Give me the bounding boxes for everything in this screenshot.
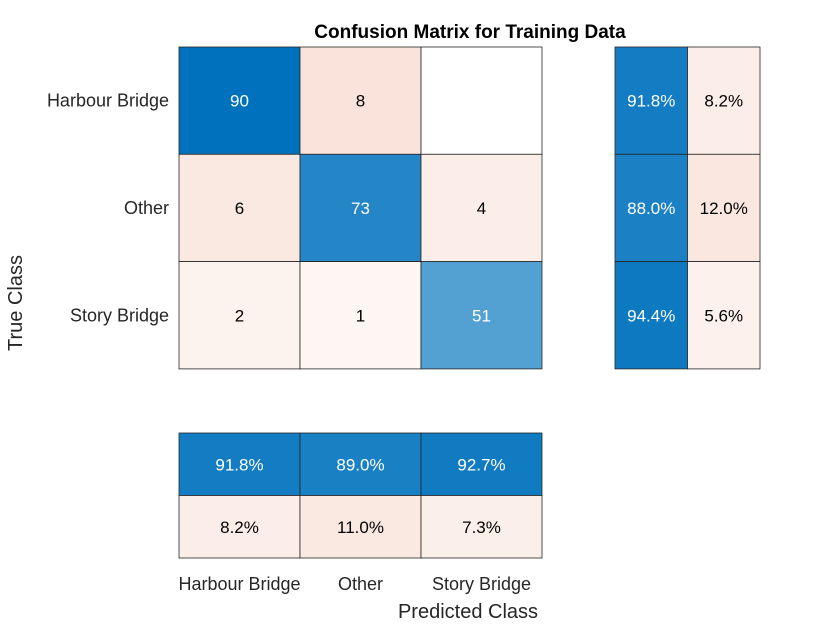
column-summary-value-1-0: 8.2% [220, 518, 259, 537]
column-labels: Harbour Bridge Other Story Bridge [178, 574, 531, 594]
matrix-value-1-0: 6 [235, 199, 244, 218]
row-label-1: Other [124, 198, 169, 218]
row-labels: Harbour Bridge Other Story Bridge [47, 91, 169, 326]
column-summary-cell-0-2 [420, 432, 543, 496]
matrix-value-0-1: 8 [356, 92, 365, 111]
column-label-0: Harbour Bridge [178, 574, 300, 594]
matrix-value-2-1: 1 [356, 306, 365, 325]
row-summary-value-2-0: 94.4% [627, 306, 675, 325]
matrix-cell-0-2 [420, 46, 543, 155]
column-summary-cell-1-0 [178, 495, 301, 559]
chart-title: Confusion Matrix for Training Data [314, 22, 626, 43]
matrix-cell-1-2 [420, 153, 543, 263]
column-summary-value-0-2: 92.7% [457, 455, 505, 474]
column-summary-value-0-1: 89.0% [336, 455, 384, 474]
column-summary-cell-0-1 [299, 432, 422, 496]
column-label-1: Other [338, 574, 383, 594]
matrix-cell-2-0 [178, 261, 301, 370]
matrix-value-1-2: 4 [477, 199, 486, 218]
row-summary-cells: 91.8% 8.2% 88.0% 12.0% 94.4% 5.6% [614, 46, 761, 370]
row-summary-cell-1-1 [687, 153, 761, 263]
row-summary-value-2-1: 5.6% [704, 306, 743, 325]
row-summary-cell-2-1 [687, 261, 761, 370]
matrix-value-2-2: 51 [472, 306, 491, 325]
column-summary-cell-1-1 [299, 495, 422, 559]
matrix-value-2-0: 2 [235, 306, 244, 325]
column-summary-cell-1-2 [420, 495, 543, 559]
column-summary-cell-0-0 [178, 432, 301, 496]
column-summary-value-1-2: 7.3% [462, 518, 501, 537]
x-axis-label: Predicted Class [398, 601, 538, 623]
matrix-cell-0-0 [178, 46, 301, 155]
row-summary-cell-0-1 [687, 46, 761, 155]
column-label-2: Story Bridge [432, 574, 531, 594]
row-label-0: Harbour Bridge [47, 91, 169, 111]
matrix-cell-1-0 [178, 153, 301, 263]
row-summary-value-1-0: 88.0% [627, 199, 675, 218]
matrix-value-0-0: 90 [230, 92, 249, 111]
column-summary-value-1-1: 11.0% [337, 518, 384, 537]
matrix-cell-2-1 [299, 261, 422, 370]
row-label-2: Story Bridge [70, 305, 169, 325]
column-summary-cells: 91.8% 89.0% 92.7% 8.2% 11.0% 7.3% [178, 432, 543, 559]
matrix-value-1-1: 73 [351, 199, 370, 218]
y-axis-label: True Class [5, 255, 27, 351]
matrix-cells: 90 8 6 73 4 2 1 51 [178, 46, 543, 370]
row-summary-value-1-1: 12.0% [700, 199, 748, 218]
column-summary-value-0-0: 91.8% [215, 455, 263, 474]
row-summary-cell-2-0 [614, 261, 688, 370]
matrix-cell-0-1 [299, 46, 422, 155]
matrix-cell-2-2 [420, 261, 543, 370]
matrix-cell-1-1 [299, 153, 422, 263]
row-summary-value-0-0: 91.8% [627, 92, 675, 111]
row-summary-value-0-1: 8.2% [704, 92, 743, 111]
